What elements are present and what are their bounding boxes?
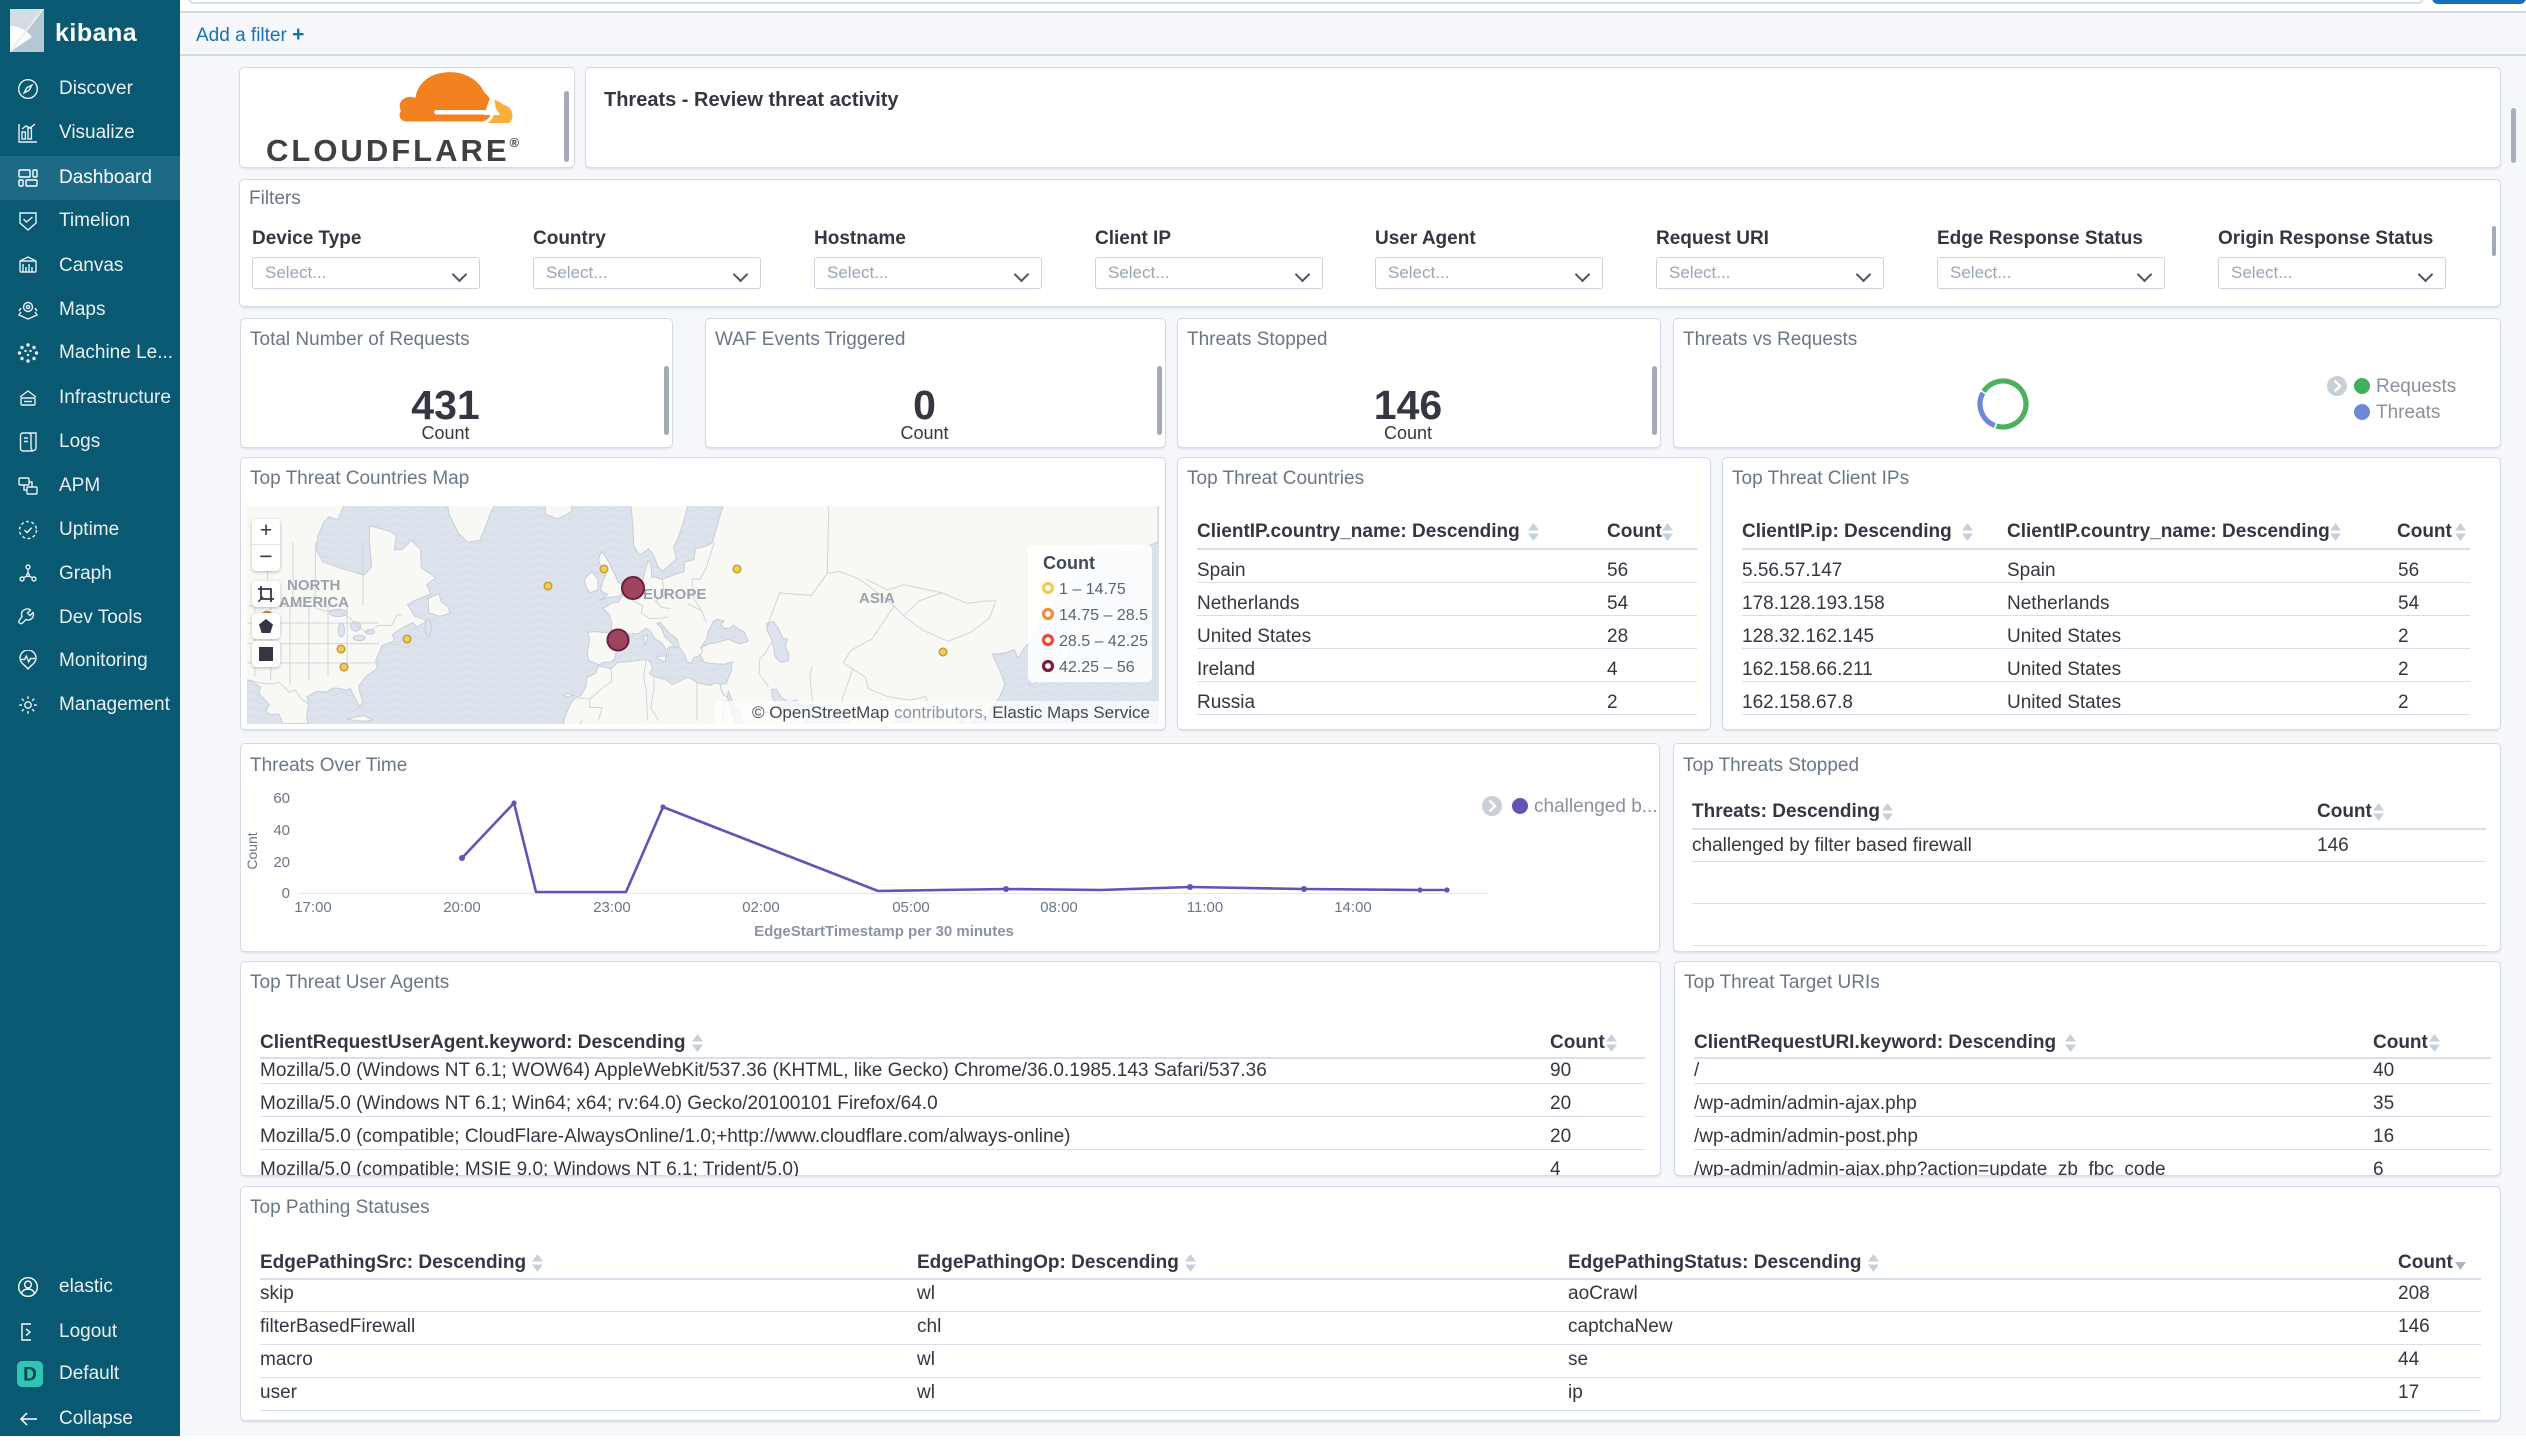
- svg-text:NORTH: NORTH: [287, 577, 340, 594]
- svg-text:D: D: [23, 1365, 37, 1386]
- svg-text:28.5 – 42.25: 28.5 – 42.25: [1059, 633, 1148, 650]
- svg-text:20:00: 20:00: [443, 899, 481, 916]
- svg-text:1 – 14.75: 1 – 14.75: [1059, 581, 1126, 598]
- svg-text:05:00: 05:00: [892, 899, 930, 916]
- svg-text:14.75 – 28.5: 14.75 – 28.5: [1059, 607, 1148, 624]
- svg-text:23:00: 23:00: [593, 899, 631, 916]
- svg-text:EUROPE: EUROPE: [643, 586, 706, 603]
- svg-text:02:00: 02:00: [742, 899, 780, 916]
- svg-text:© OpenStreetMap contributors,: © OpenStreetMap contributors, Elastic Ma…: [752, 703, 1150, 722]
- svg-text:42.25 – 56: 42.25 – 56: [1059, 659, 1135, 676]
- svg-text:challenged b...: challenged b...: [1534, 796, 1658, 817]
- svg-text:Count: Count: [244, 832, 260, 869]
- svg-text:60: 60: [273, 790, 290, 807]
- svg-text:20: 20: [273, 854, 290, 871]
- svg-text:14:00: 14:00: [1334, 899, 1372, 916]
- svg-text:AMERICA: AMERICA: [279, 594, 349, 611]
- svg-text:Requests: Requests: [2376, 376, 2456, 397]
- svg-text:EdgeStartTimestamp per 30 minu: EdgeStartTimestamp per 30 minutes: [754, 923, 1014, 940]
- svg-text:40: 40: [273, 822, 290, 839]
- svg-text:0: 0: [282, 885, 290, 902]
- svg-text:11:00: 11:00: [1187, 899, 1223, 916]
- svg-text:ASIA: ASIA: [859, 590, 895, 607]
- svg-text:08:00: 08:00: [1040, 899, 1078, 916]
- svg-text:Threats: Threats: [2376, 402, 2440, 423]
- svg-text:17:00: 17:00: [294, 899, 332, 916]
- svg-text:Count: Count: [1043, 553, 1095, 573]
